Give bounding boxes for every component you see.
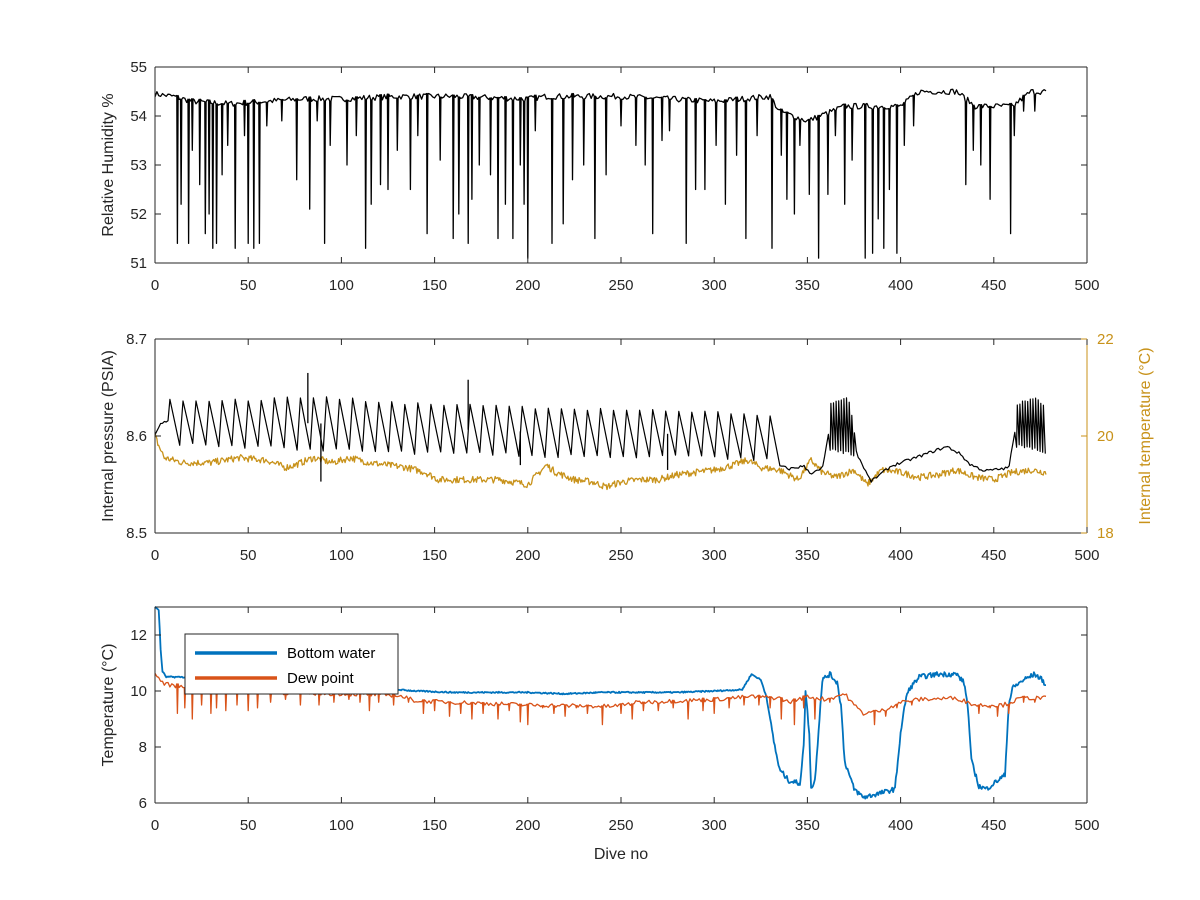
- x-tick-label: 300: [702, 547, 727, 564]
- x-tick-label: 500: [1074, 817, 1099, 834]
- temperature-panel: 0 50 100 150 200 250 300 350 400 450 500 6 8 10 12 Temp…: [100, 606, 1100, 863]
- y-tick-label: 53: [130, 157, 147, 174]
- y-tick-label: 55: [130, 59, 147, 76]
- x-tick-label: 450: [981, 547, 1006, 564]
- y2-tick-label: 20: [1097, 428, 1114, 445]
- y-tick-label: 6: [139, 795, 147, 812]
- x-tick-label: 0: [151, 277, 159, 294]
- plot-area: [155, 339, 1087, 533]
- x-tick-label: 250: [608, 277, 633, 294]
- humidity-panel: 0 50 100 150 200 250 300 350 400 450 500 51 52 53 54 55…: [100, 59, 1100, 294]
- x-tick-label: 50: [240, 817, 257, 834]
- internal-pressure-line: [154, 396, 1046, 483]
- x-tick-label: 400: [888, 277, 913, 294]
- internal-temperature-line: [154, 433, 1047, 491]
- x-tick-label: 150: [422, 817, 447, 834]
- x-tick-label: 500: [1074, 547, 1099, 564]
- x-tick-label: 150: [422, 547, 447, 564]
- x-tick-label: 450: [981, 817, 1006, 834]
- y-axis-title: Relative Humidity %: [100, 93, 117, 236]
- x-tick-label: 200: [515, 277, 540, 294]
- x-tick-label: 350: [795, 817, 820, 834]
- y-tick-label: 8: [139, 739, 147, 756]
- x-tick-label: 50: [240, 277, 257, 294]
- x-tick-label: 150: [422, 277, 447, 294]
- x-tick-label: 100: [329, 817, 354, 834]
- x-tick-label: 100: [329, 547, 354, 564]
- x-tick-label: 200: [515, 817, 540, 834]
- legend-label: Bottom water: [287, 645, 375, 662]
- x-tick-label: 300: [702, 817, 727, 834]
- pressure-temperature-panel: 0 50 100 150 200 250 300 350 400 450 500 8.5 8.6 8.7 I…: [100, 331, 1154, 564]
- y-axis-title: Temperature (°C): [100, 644, 117, 767]
- y-tick-label: 10: [130, 683, 147, 700]
- x-tick-label: 400: [888, 547, 913, 564]
- x-tick-label: 0: [151, 817, 159, 834]
- humidity-series-line: [154, 88, 1047, 259]
- y-tick-label: 8.5: [126, 525, 147, 542]
- x-tick-label: 500: [1074, 277, 1099, 294]
- y-axis-title: Internal pressure (PSIA): [100, 350, 117, 522]
- legend: Bottom water Dew point: [184, 633, 399, 695]
- y-tick-label: 8.7: [126, 331, 147, 348]
- x-tick-label: 250: [608, 817, 633, 834]
- x-tick-label: 350: [795, 277, 820, 294]
- y-tick-label: 52: [130, 206, 147, 223]
- x-tick-label: 300: [702, 277, 727, 294]
- y2-tick-label: 18: [1097, 525, 1114, 542]
- plot-area: [155, 67, 1087, 263]
- y-tick-label: 8.6: [126, 428, 147, 445]
- x-tick-label: 250: [608, 547, 633, 564]
- x-tick-label: 450: [981, 277, 1006, 294]
- legend-box: [184, 633, 399, 695]
- x-tick-label: 350: [795, 547, 820, 564]
- y-tick-label: 54: [130, 108, 147, 125]
- x-tick-label: 50: [240, 547, 257, 564]
- y2-axis-title: Internal temperature (°C): [1137, 347, 1154, 524]
- x-tick-label: 400: [888, 817, 913, 834]
- y-tick-label: 51: [130, 255, 147, 272]
- x-tick-label: 100: [329, 277, 354, 294]
- x-tick-label: 0: [151, 547, 159, 564]
- y2-tick-label: 22: [1097, 331, 1114, 348]
- y-tick-label: 12: [130, 627, 147, 644]
- x-tick-label: 200: [515, 547, 540, 564]
- x-axis-title: Dive no: [594, 846, 648, 863]
- legend-label: Dew point: [287, 670, 355, 687]
